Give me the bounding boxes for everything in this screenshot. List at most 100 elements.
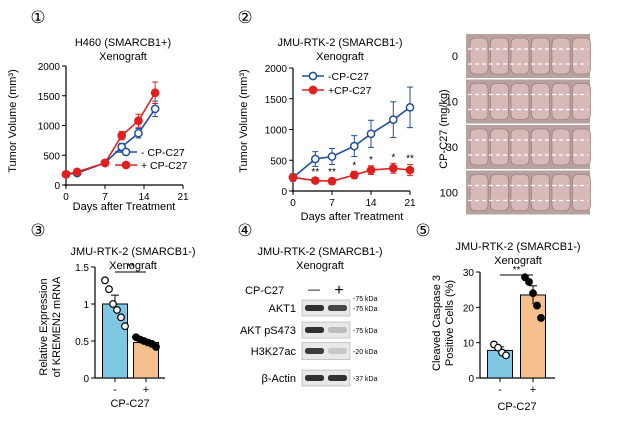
blot-strip bbox=[301, 299, 351, 317]
panel2-significance-mark: ** bbox=[311, 167, 319, 178]
panel5-data-point bbox=[494, 343, 502, 352]
blot-band bbox=[305, 375, 324, 381]
panel5-subtitle: Xenograft bbox=[494, 255, 542, 267]
panel2-point bbox=[388, 163, 398, 173]
panel5-significance-label: ** bbox=[513, 265, 521, 276]
panel2-point bbox=[349, 170, 359, 180]
panel2-significance-mark: ** bbox=[406, 154, 414, 165]
mouse-body bbox=[551, 83, 571, 120]
panel3-y-tick-label: 0 bbox=[83, 374, 89, 385]
western-title: JMU-RTK-2 (SMARCB1-) bbox=[257, 246, 382, 258]
panel1-y-tick-label: 1500 bbox=[38, 92, 61, 103]
panel1-plot: 0 500 1000 1500 2000 0 7 14 21 - CP-C27+ CP-C27 bbox=[38, 62, 189, 203]
dose-label: 10 bbox=[446, 97, 458, 109]
panel3-subtitle: Xenograft bbox=[109, 260, 157, 272]
panel3-data-point bbox=[117, 313, 125, 322]
mouse-body bbox=[510, 83, 530, 120]
mouse-body bbox=[469, 128, 489, 166]
panel5-y-tick-label: 20 bbox=[463, 303, 475, 314]
mouse-body bbox=[469, 83, 489, 120]
mouse-body bbox=[531, 174, 550, 211]
panel2-significance-mark: ** bbox=[328, 167, 336, 178]
panel1-point bbox=[134, 128, 143, 138]
panel1-y-tick-label: 0 bbox=[54, 181, 60, 192]
panel3-significance-label: ** bbox=[127, 262, 135, 273]
mouse-body bbox=[551, 174, 571, 211]
panel-number-3-text: ③ bbox=[30, 221, 45, 240]
blot-row-label: AKT1 bbox=[268, 303, 296, 315]
panel3-ylabel-line1: Relative Expression bbox=[38, 278, 50, 375]
panel3-plot: 0 0.5 1 1.5 - + ** bbox=[75, 262, 165, 396]
panel1-x-tick-label: 14 bbox=[138, 192, 150, 203]
mouse-body bbox=[572, 37, 591, 75]
panel1-legend-label: + CP-C27 bbox=[141, 160, 188, 172]
panel5-title: JMU-RTK-2 (SMARCB1-) bbox=[455, 241, 580, 253]
panel2-subtitle: Xenograft bbox=[316, 51, 364, 63]
panel2-significance-mark: * bbox=[369, 155, 373, 166]
panel2-legend-label: +CP-C27 bbox=[328, 85, 372, 97]
panel-number-4: ④ bbox=[237, 221, 252, 240]
blot-kda-label: -75 kDa bbox=[353, 328, 378, 335]
mouse-body bbox=[490, 128, 509, 166]
panel2-point bbox=[288, 173, 298, 182]
panel2-significance-mark: * bbox=[391, 152, 395, 163]
mouse-body bbox=[531, 83, 550, 120]
western-blot: CP-C27 — + -75 kDa AKT1 -75 kDa AKT pS473 -75 k… bbox=[240, 282, 378, 387]
panel1-point bbox=[100, 158, 110, 168]
panel1-point bbox=[134, 116, 143, 126]
panel1-point bbox=[117, 131, 127, 140]
western-plus-label: + bbox=[334, 282, 343, 299]
panel2-y-tick-label: 1000 bbox=[265, 126, 288, 137]
panel5-x-tick-label: - bbox=[498, 384, 502, 396]
panel-number-4-text: ④ bbox=[237, 221, 252, 240]
panel-number-3: ③ bbox=[30, 221, 45, 240]
panel1-y-tick-label: 1000 bbox=[38, 122, 61, 133]
panel1-x-tick-label: 21 bbox=[177, 192, 189, 203]
panel2-xlabel: Days after Treatment bbox=[301, 211, 404, 223]
panel3-xlabel: CP-C27 bbox=[110, 398, 149, 410]
panel2-point bbox=[366, 165, 376, 175]
mouse-body bbox=[510, 174, 530, 211]
dose-label: 100 bbox=[440, 188, 458, 200]
panel2-x-tick-label: 7 bbox=[329, 198, 335, 209]
mouse-body bbox=[572, 83, 591, 120]
panel1-point bbox=[150, 104, 160, 114]
blot-row-label: AKT pS473 bbox=[240, 325, 296, 337]
blot-kda-label: -37 kDa bbox=[353, 376, 378, 383]
blot-band bbox=[328, 348, 347, 354]
panel3-data-point bbox=[121, 322, 129, 331]
panel-number-1: ① bbox=[30, 8, 45, 27]
western-subtitle: Xenograft bbox=[296, 260, 344, 272]
western-minus-label: — bbox=[308, 282, 320, 296]
panel2-y-tick-label: 1500 bbox=[265, 95, 288, 106]
dose-label: 30 bbox=[446, 142, 458, 154]
mouse-body bbox=[510, 37, 530, 75]
mouse-body bbox=[490, 83, 509, 120]
panel5-data-point bbox=[525, 277, 533, 286]
panel1-y-tick-label: 2000 bbox=[38, 62, 61, 73]
panel3-ylabel-line2: of KREMEN2 mRNA bbox=[51, 276, 63, 378]
mouse-body bbox=[572, 128, 591, 166]
panel5-bar bbox=[520, 294, 546, 379]
mouse-body bbox=[572, 174, 591, 211]
panel1-ylabel: Tumor Volume (mm³) bbox=[7, 69, 19, 173]
panel2-point bbox=[349, 141, 359, 151]
panel1-y-tick-label: 500 bbox=[43, 151, 60, 162]
panel2-y-tick-label: 500 bbox=[270, 156, 287, 167]
panel2-x-tick-label: 21 bbox=[404, 198, 416, 209]
blot-band bbox=[328, 375, 347, 381]
panel5-data-point bbox=[537, 314, 545, 322]
mouse-body bbox=[469, 174, 489, 211]
western-ladder-label: -75 kDa bbox=[353, 296, 378, 303]
western-treatment-label: CP-C27 bbox=[245, 285, 284, 297]
blot-strip bbox=[301, 369, 351, 387]
panel3-data-point bbox=[109, 300, 117, 308]
panel2-y-tick-label: 0 bbox=[281, 187, 287, 198]
panel3-y-tick-label: 1.5 bbox=[75, 263, 89, 274]
mouse-body bbox=[531, 128, 550, 166]
panel2-point bbox=[327, 176, 337, 186]
panel1-x-tick-label: 7 bbox=[102, 192, 108, 203]
blot-strip bbox=[301, 342, 351, 360]
